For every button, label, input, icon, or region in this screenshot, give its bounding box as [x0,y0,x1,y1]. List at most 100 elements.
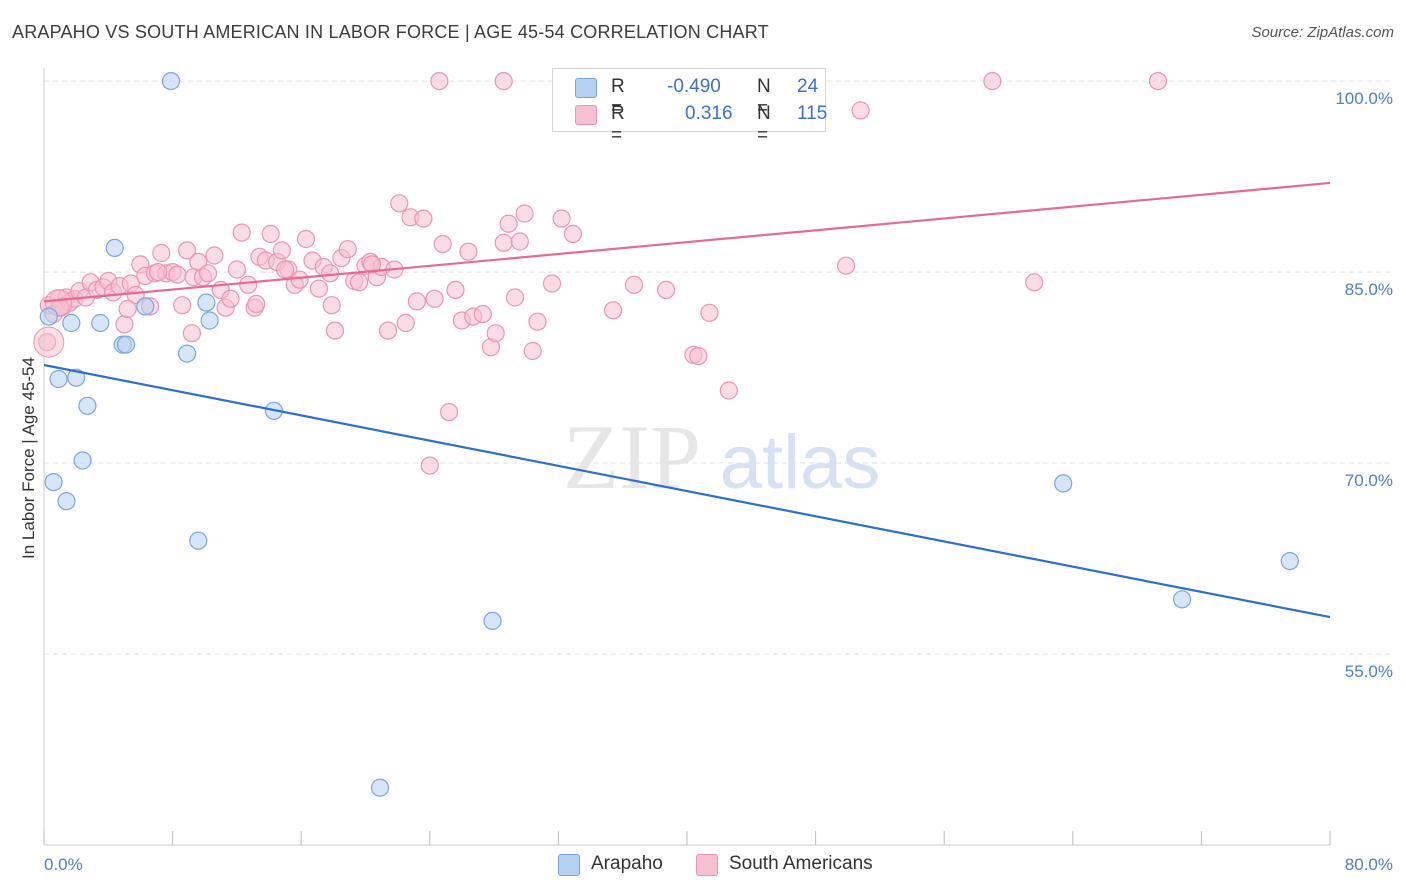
y-tick-label: 100.0% [1335,89,1393,108]
arapaho-point [200,311,219,330]
south-americans-trendline [43,181,1331,303]
arapaho-point [39,307,58,326]
n-value: 115 [797,103,828,124]
south-americans-point [276,260,295,279]
south-americans-point [247,294,266,313]
south-americans-point [407,292,426,311]
south-americans-point [505,288,525,307]
south-americans-point [430,71,449,91]
south-americans-point [446,280,465,299]
south-americans-point [473,305,492,324]
arapaho-point [67,368,86,387]
tick-labels: 55.0% 70.0% 85.0% 100.0% 0.0% 80.0% [44,89,1393,874]
y-tick-label: 85.0% [1345,280,1393,299]
arapaho-swatch [558,854,580,876]
south-americans-point [118,299,137,319]
south-americans-point [689,347,708,366]
n-label: N = [757,103,771,146]
south-americans-point [272,241,291,260]
south-americans-swatch [575,105,597,125]
watermark-atlas: atlas [720,420,881,505]
south-americans-point [173,296,192,315]
legend-label: Arapaho [591,853,663,874]
south-americans-point [414,209,433,228]
arapaho-point [161,71,181,91]
arapaho-point [1280,551,1299,571]
arapaho-point [44,473,63,492]
y-tick-label: 70.0% [1345,471,1393,490]
legend-label: South Americans [729,853,873,874]
arapaho-point [178,344,197,363]
south-americans-point [205,246,224,265]
south-americans-point [552,209,571,228]
south-americans-point [425,289,444,308]
x-tick-label: 0.0% [44,855,83,874]
south-americans-point [290,270,309,289]
south-americans-point [836,256,856,275]
south-americans-point [168,265,187,284]
arapaho-point [116,335,136,354]
chart-title: ARAPAHO VS SOUTH AMERICAN IN LABOR FORCE… [12,22,769,42]
grid [44,80,1390,655]
south-americans-point [494,233,513,252]
axes [43,68,1331,846]
south-americans-point [523,341,542,361]
south-americans-point [486,324,505,343]
arapaho-point [370,778,390,797]
arapaho-point [136,297,155,316]
n-value: 24 [797,76,819,97]
south-americans-cluster-point [33,326,65,358]
south-americans-point [983,71,1002,91]
south-americans-point [528,312,547,331]
r-value: -0.490 [667,76,721,97]
south-americans-point [322,296,341,315]
south-americans-point [239,275,258,294]
south-americans-point [321,264,340,283]
south-americans-point [396,313,415,333]
south-americans-point [325,321,345,340]
r-label: R = [611,76,625,119]
south-americans-point [178,241,197,260]
source-label: Source: ZipAtlas.com [1251,24,1394,41]
arapaho-point [57,492,76,511]
south-americans-point [1025,273,1044,292]
south-americans-point [459,242,478,261]
r-label: R = [611,103,625,146]
south-americans-point [232,223,251,242]
arapaho-point [1054,474,1073,493]
south-americans-point [261,224,280,243]
south-americans-point [378,321,398,340]
south-americans-point [499,214,518,233]
south-americans-point [515,204,534,223]
south-americans-point [433,235,452,254]
south-americans-point [362,255,381,274]
south-americans-point [563,224,583,243]
south-americans-point [656,280,676,299]
south-americans-point [221,289,240,308]
y-axis-title: In Labor Force | Age 45-54 [19,357,38,559]
arapaho-point [105,238,124,257]
south-americans-point [624,275,644,294]
watermark-zip: ZIP [563,406,701,508]
trendlines [43,181,1331,619]
south-americans-point [350,273,369,292]
arapaho-points [39,71,1299,797]
arapaho-point [49,369,68,389]
south-americans-point [296,229,316,249]
south-americans-point [700,303,719,322]
south-americans-point [338,240,357,259]
arapaho-point [1172,590,1192,609]
south-americans-point [542,274,562,293]
south-americans-point [198,264,218,283]
n-label: N = [757,76,771,119]
south-americans-point [851,101,870,120]
stats-legend: R = -0.490 N = 24 R = 0.316 N = 115 [552,68,828,146]
south-americans-point [182,324,201,343]
south-americans-point [494,71,513,91]
arapaho-point [78,396,97,415]
south-americans-point [115,315,134,334]
r-value: 0.316 [685,103,733,124]
south-americans-point [1148,71,1168,91]
arapaho-point [189,531,208,550]
